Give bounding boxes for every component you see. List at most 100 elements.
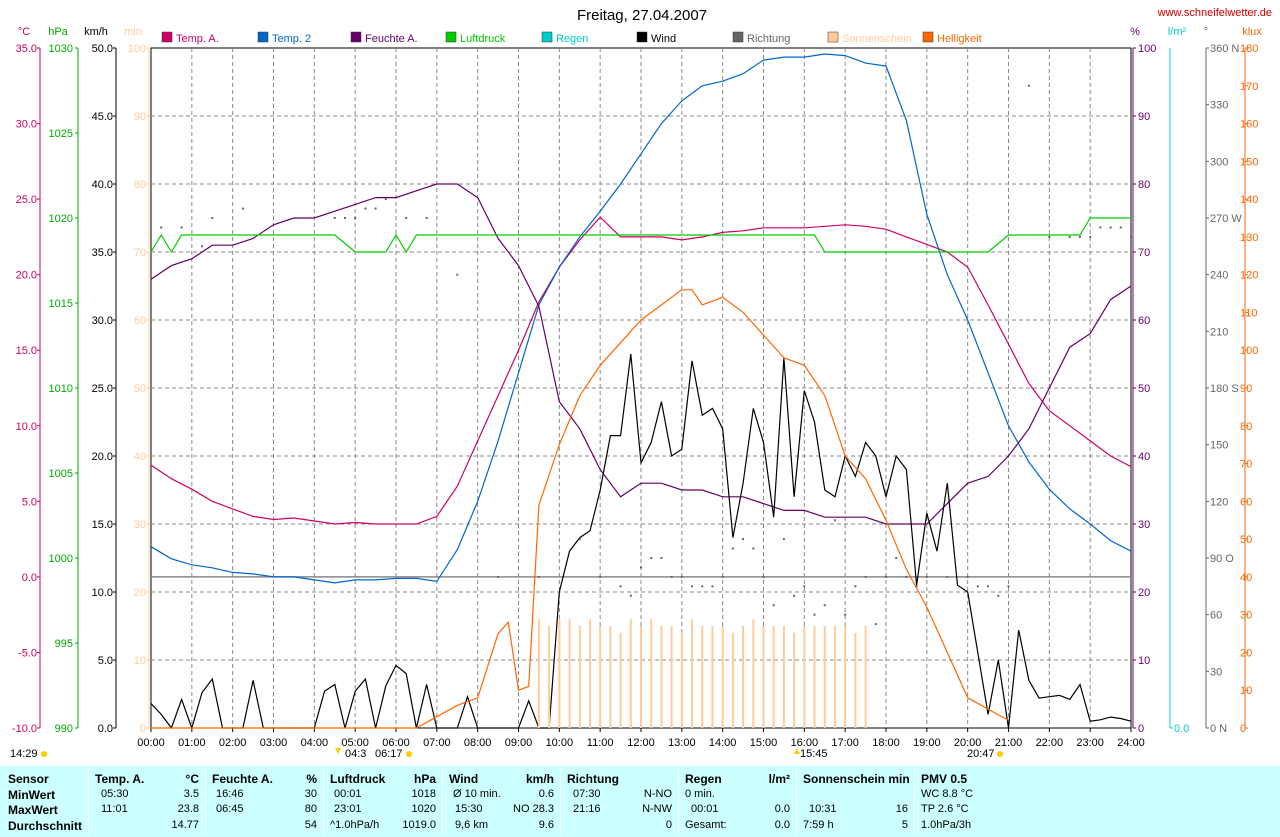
x-tick-label: 11:00	[587, 737, 614, 749]
stats-rain-max-time: 00:01	[691, 803, 719, 815]
direction-point	[640, 566, 642, 568]
direction-point	[660, 557, 662, 559]
direction-point	[681, 576, 683, 578]
direction-point	[160, 226, 162, 228]
sunshine-tick-label: 30	[134, 519, 146, 531]
direction-point	[987, 585, 989, 587]
humidity-tick-label: 50	[1138, 383, 1150, 395]
humidity-tick-label: 70	[1138, 247, 1150, 259]
humidity-tick-label: 100	[1138, 43, 1156, 55]
stats-rain-max-value: 0.0	[775, 803, 790, 815]
x-tick-label: 09:00	[505, 737, 533, 749]
stats-humidity-column: Feuchte A. % 16:46 30 06:45 80 54	[206, 766, 323, 837]
pressure-tick-label: 1015	[49, 298, 73, 310]
stats-wind-max-time: 15:30	[455, 803, 483, 815]
direction-tick-label: 0 N	[1210, 723, 1227, 735]
legend-swatch	[637, 32, 647, 42]
sun-markers: 14:29 04:3 06:17 15:45 20:47	[10, 748, 1003, 760]
stats-rain-column: Regen l/m² 0 min. 00:01 0.0 Gesamt: 0.0	[679, 766, 796, 837]
stats-direction-column: Richtung 07:30 N-NO 21:16 N-NW 0	[561, 766, 678, 837]
legend-swatch	[351, 32, 361, 42]
sunshine-unit-label: min	[124, 26, 142, 38]
direction-point	[1008, 585, 1010, 587]
stats-pressure-max-value: 1020	[412, 803, 436, 815]
temp-tick-label: -10.0	[12, 723, 37, 735]
stats-rain-total: 0.0	[775, 819, 790, 831]
sunshine-tick-label: 10	[134, 655, 146, 667]
wind-tick-label: 25.0	[92, 383, 113, 395]
statistics-panel: Sensor MinWert MaxWert Durchschnitt Temp…	[0, 766, 1280, 837]
wind-tick-label: 0.0	[98, 723, 113, 735]
stats-sunshine-max-value: 16	[896, 803, 908, 815]
brightness-tick-label: 150	[1240, 156, 1258, 168]
x-tick-label: 08:00	[464, 737, 492, 749]
sunshine-tick-label: 60	[134, 315, 146, 327]
stats-humidity-header: Feuchte A.	[212, 772, 273, 786]
legend-label: Helligkeit	[937, 33, 982, 45]
stats-pressure-min-value: 1018	[412, 788, 436, 800]
sunshine-tick-label: 90	[134, 111, 146, 123]
direction-point	[783, 538, 785, 540]
direction-point	[599, 576, 601, 578]
direction-point	[201, 245, 203, 247]
wind-tick-label: 35.0	[92, 247, 113, 259]
x-tick-label: 15:00	[750, 737, 778, 749]
direction-tick-label: 150	[1210, 440, 1228, 452]
wind-tick-label: 50.0	[92, 43, 113, 55]
stats-humidity-min-time: 16:46	[216, 788, 244, 800]
direction-point	[997, 595, 999, 597]
direction-point	[977, 585, 979, 587]
stats-pressure-header: Luftdruck	[330, 772, 385, 786]
stats-wind-min-label: Ø 10 min.	[453, 788, 501, 800]
pressure-unit-label: hPa	[48, 26, 68, 38]
temp-tick-label: 25.0	[16, 194, 37, 206]
x-tick-label: 12:00	[627, 737, 655, 749]
pressure-tick-label: 1000	[49, 553, 73, 565]
brightness-tick-label: 90	[1240, 383, 1252, 395]
rain-tick-label: 0.0	[1174, 723, 1189, 735]
stats-pressure-avg: 1019.0	[402, 819, 436, 831]
pressure-tick-label: 990	[55, 723, 73, 735]
sunshine-tick-label: 40	[134, 451, 146, 463]
humidity-tick-label: 40	[1138, 451, 1150, 463]
direction-point	[773, 604, 775, 606]
direction-point	[620, 585, 622, 587]
direction-point	[181, 226, 183, 228]
direction-point	[814, 614, 816, 616]
stats-wind-distance: 9,6 km	[455, 819, 488, 831]
brightness-tick-label: 50	[1240, 534, 1252, 546]
brightness-tick-label: 140	[1240, 194, 1258, 206]
direction-point	[334, 217, 336, 219]
stats-wind-max-value: NO 28.3	[513, 803, 554, 815]
direction-point	[711, 585, 713, 587]
temp-tick-label: 0.0	[22, 572, 37, 584]
direction-point	[497, 576, 499, 578]
temp-tick-label: 5.0	[22, 496, 37, 508]
direction-point	[1028, 85, 1030, 87]
x-tick-label: 17:00	[831, 737, 859, 749]
brightness-unit-label: klux	[1242, 26, 1262, 38]
direction-point	[375, 208, 377, 210]
direction-point	[844, 614, 846, 616]
brightness-tick-label: 170	[1240, 81, 1258, 93]
stats-pmv-header: PMV 0.5	[921, 772, 967, 786]
stats-direction-max-value: N-NW	[642, 803, 672, 815]
direction-point	[650, 557, 652, 559]
direction-point	[385, 198, 387, 200]
humidity-tick-label: 20	[1138, 587, 1150, 599]
direction-point	[793, 595, 795, 597]
legend-label: Wind	[651, 33, 676, 45]
direction-point	[752, 548, 754, 550]
stats-pmv-trend: 1.0hPa/3h	[921, 819, 971, 831]
stats-direction-avg: 0	[666, 819, 672, 831]
x-tick-label: 22:00	[1036, 737, 1064, 749]
stats-row-avg: Durchschnitt	[8, 819, 82, 833]
direction-point	[405, 217, 407, 219]
direction-point	[426, 217, 428, 219]
legend-swatch	[923, 32, 933, 42]
x-tick-label: 02:00	[219, 737, 247, 749]
stats-temp-min-value: 3.5	[184, 788, 199, 800]
x-tick-label: 21:00	[995, 737, 1023, 749]
direction-point	[763, 576, 765, 578]
stats-wind-header: Wind	[449, 772, 478, 786]
